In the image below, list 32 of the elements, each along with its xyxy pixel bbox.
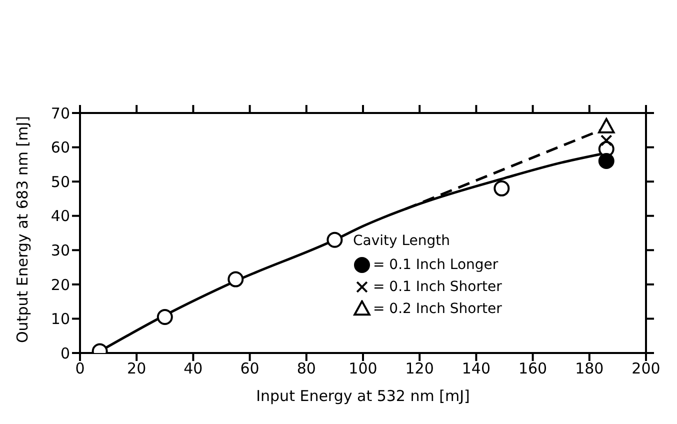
x-tick-label: 0 <box>75 360 85 378</box>
point <box>156 309 173 325</box>
point <box>598 118 615 134</box>
x-tick-label: 80 <box>296 360 316 378</box>
x-tick-label: 120 <box>405 360 434 378</box>
x-tick-label: 180 <box>575 360 604 378</box>
y-tick-label: 30 <box>50 241 70 260</box>
x-tick-label: 40 <box>184 360 203 378</box>
x-tick-label: 140 <box>462 360 491 378</box>
x-axis-title: Input Energy at 532 nm [mJ] <box>256 387 470 405</box>
y-axis-title: Output Energy at 683 nm [mJ] <box>13 116 32 343</box>
x-tick-label: 20 <box>127 360 146 378</box>
point <box>326 232 343 248</box>
y-tick-label: 20 <box>50 276 70 294</box>
legend-title: Cavity Length <box>353 232 452 251</box>
point <box>598 153 614 169</box>
y-tick-label: 0 <box>60 344 70 362</box>
point <box>600 134 612 146</box>
legend-label: = 0.1 Inch Longer <box>373 256 498 275</box>
x-tick-label: 60 <box>240 360 260 378</box>
y-tick-label: 70 <box>50 104 70 122</box>
y-tick-label: 50 <box>50 172 70 191</box>
legend-label: = 0.1 Inch Shorter <box>373 278 502 297</box>
x-tick-label: 200 <box>632 360 660 378</box>
x-tick-label: 160 <box>518 360 548 378</box>
y-tick-label: 40 <box>50 207 70 226</box>
legend-label: = 0.2 Inch Shorter <box>373 300 502 319</box>
point <box>228 271 244 288</box>
x-tick-label: 100 <box>348 360 378 378</box>
point <box>494 180 510 196</box>
y-tick-label: 60 <box>50 138 70 157</box>
y-tick-label: 10 <box>50 310 70 328</box>
